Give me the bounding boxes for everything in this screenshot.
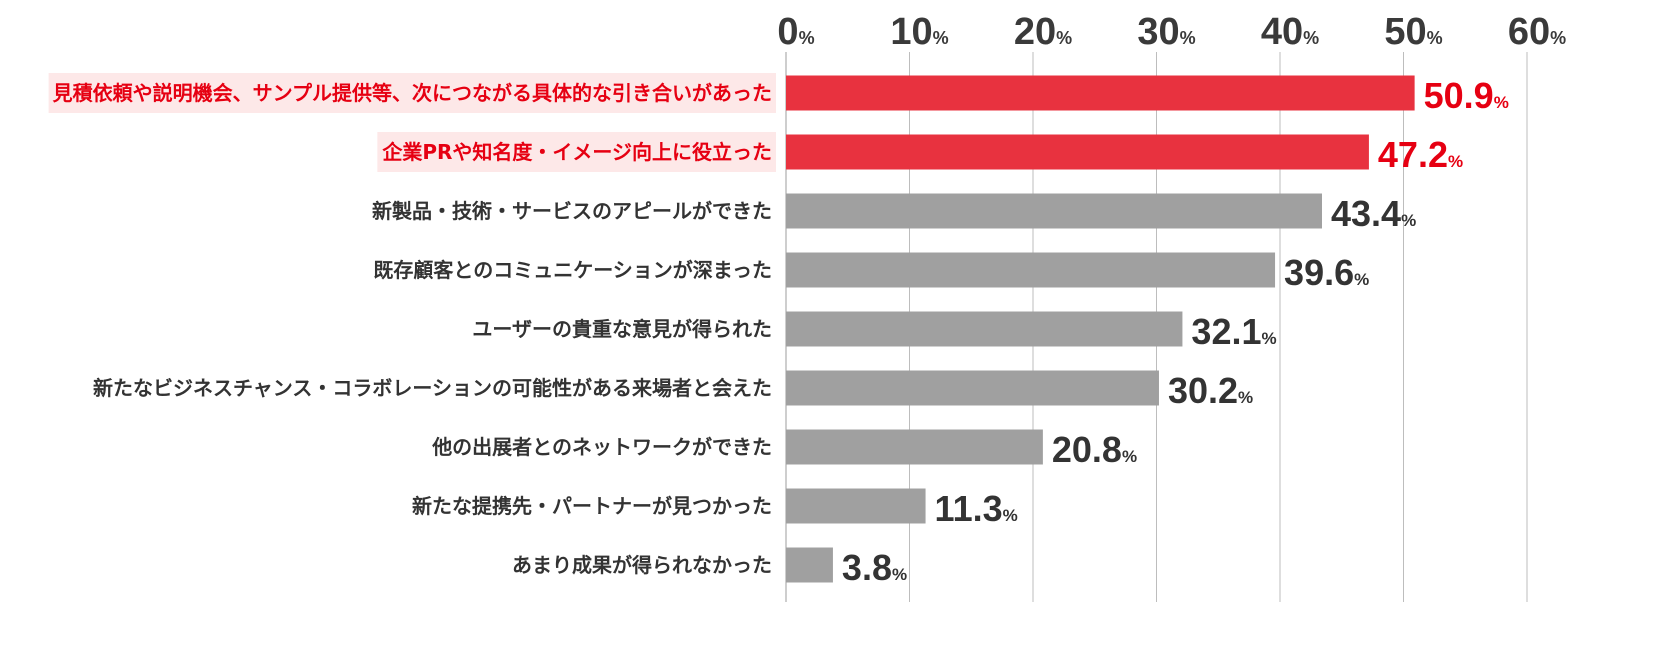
- category-label: あまり成果が得られなかった: [512, 553, 772, 577]
- category-label: 見積依頼や説明機会、サンプル提供等、次につながる具体的な引き合いがあった: [53, 81, 772, 105]
- value-label: 30.2%: [1168, 370, 1253, 411]
- category-label: 新製品・技術・サービスのアピールができた: [372, 199, 772, 223]
- x-tick-label: 0%: [777, 11, 814, 53]
- bar: [786, 75, 1415, 111]
- bar: [786, 370, 1159, 406]
- value-label: 3.8%: [842, 547, 907, 588]
- bar: [786, 547, 833, 583]
- x-tick-label: 30%: [1137, 11, 1195, 53]
- x-tick-label: 40%: [1261, 11, 1319, 53]
- category-label: 企業PRや知名度・イメージ向上に役立った: [381, 140, 772, 164]
- value-label: 50.9%: [1424, 75, 1509, 116]
- x-tick-label: 10%: [890, 11, 948, 53]
- x-tick-label: 20%: [1014, 11, 1072, 53]
- category-label-highlight: [48, 73, 776, 113]
- bar: [786, 488, 926, 524]
- bar: [786, 193, 1322, 229]
- category-label: 既存顧客とのコミュニケーションが深まった: [373, 258, 772, 282]
- category-label: 他の出展者とのネットワークができた: [431, 435, 772, 459]
- value-label: 20.8%: [1052, 429, 1137, 470]
- value-label: 11.3%: [935, 488, 1018, 529]
- value-label: 47.2%: [1378, 134, 1463, 175]
- category-label: ユーザーの貴重な意見が得られた: [472, 317, 772, 341]
- bar: [786, 134, 1369, 170]
- category-label: 新たな提携先・パートナーが見つかった: [412, 494, 772, 518]
- category-label-highlight: [377, 132, 776, 172]
- bar: [786, 311, 1183, 347]
- x-tick-label: 60%: [1508, 11, 1566, 53]
- category-label: 新たなビジネスチャンス・コラボレーションの可能性がある来場者と会えた: [93, 376, 772, 400]
- value-label: 39.6%: [1284, 252, 1369, 293]
- bar: [786, 252, 1276, 288]
- x-tick-label: 50%: [1384, 11, 1442, 53]
- bar: [786, 429, 1043, 465]
- value-label: 43.4%: [1331, 193, 1416, 234]
- value-label: 32.1%: [1191, 311, 1276, 352]
